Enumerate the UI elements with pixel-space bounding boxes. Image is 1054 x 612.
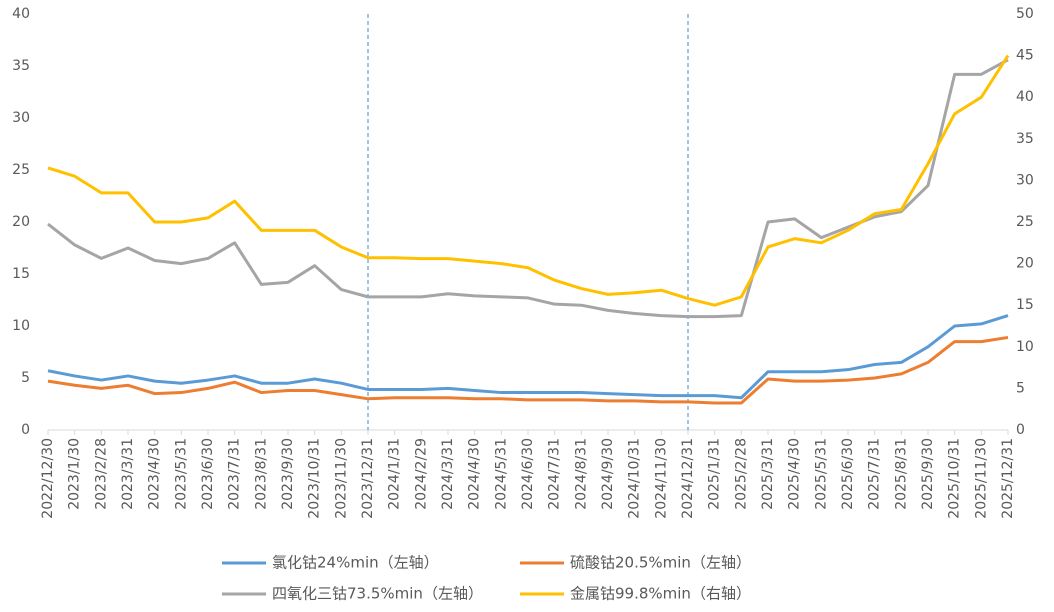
- series-line: [47, 335, 1009, 405]
- x-tick-label: 2022/12/30: [40, 438, 56, 519]
- x-tick-label: 2023/9/30: [280, 438, 296, 510]
- x-tick-label: 2025/7/31: [867, 438, 883, 510]
- y-tick-label: 35: [12, 58, 30, 74]
- x-tick-label: 2023/11/30: [333, 438, 349, 519]
- y-tick-label: 30: [12, 110, 30, 126]
- x-tick-label: 2024/2/29: [413, 438, 429, 510]
- x-tick-label: 2024/3/31: [440, 438, 456, 510]
- x-tick-label: 2023/6/30: [200, 438, 216, 510]
- y2-tick-label: 0: [1016, 422, 1025, 438]
- y2-tick-label: 10: [1016, 339, 1034, 355]
- x-tick-label: 2023/5/31: [173, 438, 189, 510]
- x-tick-label: 2025/10/31: [947, 438, 963, 519]
- x-tick-label: 2025/2/28: [733, 438, 749, 510]
- x-tick-label: 2024/5/31: [493, 438, 509, 510]
- y-tick-label: 10: [12, 318, 30, 334]
- y2-tick-label: 40: [1016, 89, 1034, 105]
- x-tick-label: 2023/2/28: [93, 438, 109, 510]
- x-tick-label: 2024/12/31: [680, 438, 696, 519]
- x-tick-label: 2024/11/30: [653, 438, 669, 519]
- x-tick-label: 2024/6/30: [520, 438, 536, 510]
- y2-tick-label: 50: [1016, 6, 1034, 22]
- legend-label: 硫酸钴20.5%min（左轴）: [570, 554, 751, 572]
- x-tick-label: 2023/4/30: [147, 438, 163, 510]
- x-tick-label: 2024/7/31: [547, 438, 563, 510]
- x-tick-label: 2025/3/31: [760, 438, 776, 510]
- x-tick-label: 2023/7/31: [227, 438, 243, 510]
- x-tick-label: 2025/8/31: [893, 438, 909, 510]
- x-tick-label: 2025/11/30: [973, 438, 989, 519]
- x-tick-label: 2024/1/31: [387, 438, 403, 510]
- y-tick-label: 5: [21, 370, 30, 386]
- y2-tick-label: 5: [1016, 380, 1025, 396]
- x-tick-label: 2023/1/30: [67, 438, 83, 510]
- legend-label: 金属钴99.8%min（右轴）: [570, 585, 751, 603]
- x-tick-label: 2024/9/30: [600, 438, 616, 510]
- y2-tick-label: 20: [1016, 256, 1034, 272]
- y2-tick-label: 30: [1016, 172, 1034, 188]
- y-tick-label: 20: [12, 214, 30, 230]
- x-tick-label: 2025/4/30: [787, 438, 803, 510]
- series-line: [47, 58, 1009, 319]
- series-line: [47, 314, 1009, 400]
- y2-tick-label: 15: [1016, 297, 1034, 313]
- x-tick-label: 2023/10/31: [307, 438, 323, 519]
- y-tick-label: 25: [12, 162, 30, 178]
- legend-label: 四氧化三钴73.5%min（左轴）: [272, 585, 483, 603]
- y2-tick-label: 35: [1016, 131, 1034, 147]
- x-tick-label: 2025/1/31: [707, 438, 723, 510]
- x-tick-label: 2024/4/30: [467, 438, 483, 510]
- x-tick-label: 2025/9/30: [920, 438, 936, 510]
- x-tick-label: 2025/6/30: [840, 438, 856, 510]
- legend-label: 氯化钴24%min（左轴）: [272, 554, 439, 572]
- series-line: [47, 54, 1010, 307]
- y-tick-label: 40: [12, 6, 30, 22]
- x-tick-label: 2023/8/31: [253, 438, 269, 510]
- x-tick-label: 2023/3/31: [120, 438, 136, 510]
- x-tick-label: 2024/8/31: [573, 438, 589, 510]
- x-tick-label: 2025/12/31: [1000, 438, 1016, 519]
- x-tick-label: 2024/10/31: [627, 438, 643, 519]
- x-tick-label: 2025/5/31: [813, 438, 829, 510]
- y2-tick-label: 45: [1016, 48, 1034, 64]
- x-tick-label: 2023/12/31: [360, 438, 376, 519]
- y2-tick-label: 25: [1016, 214, 1034, 230]
- y-tick-label: 15: [12, 266, 30, 282]
- y-tick-label: 0: [21, 422, 30, 438]
